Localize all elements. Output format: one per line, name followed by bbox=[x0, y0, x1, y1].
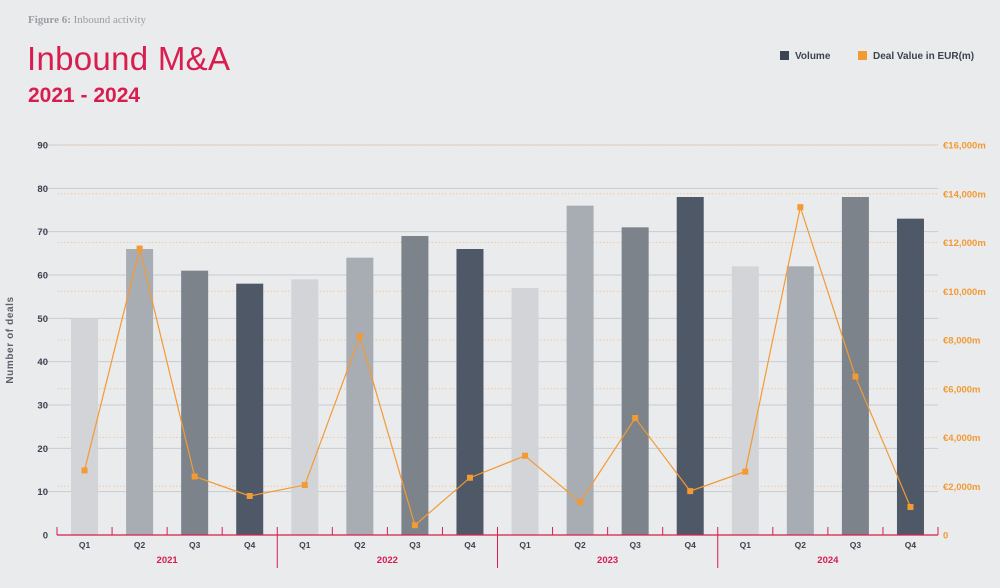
deal-value-marker bbox=[632, 415, 639, 421]
volume-bar bbox=[291, 279, 319, 535]
x-tick-label: Q2 bbox=[354, 540, 366, 550]
deal-value-marker bbox=[852, 373, 859, 380]
chart-title: Inbound M&A bbox=[27, 40, 231, 77]
volume-bar bbox=[181, 270, 209, 535]
y-tick-label: 20 bbox=[37, 444, 48, 455]
year-label: 2024 bbox=[817, 555, 839, 566]
y-tick-label: 90 bbox=[37, 141, 48, 152]
deal-value-marker bbox=[742, 468, 749, 475]
deal-value-marker bbox=[191, 473, 198, 480]
y-tick-label: 40 bbox=[37, 357, 48, 368]
year-label: 2023 bbox=[597, 555, 618, 566]
y-axis-title: Number of deals bbox=[5, 296, 16, 383]
y2-tick-label: €8,000m bbox=[943, 336, 981, 347]
legend-value-swatch bbox=[858, 51, 867, 60]
x-tick-label: Q3 bbox=[850, 540, 862, 550]
y2-tick-label: €16,000m bbox=[943, 141, 986, 152]
volume-bar bbox=[786, 266, 814, 535]
x-tick-label: Q2 bbox=[574, 540, 586, 550]
deal-value-marker bbox=[907, 503, 914, 510]
y2-tick-label: €12,000m bbox=[943, 238, 986, 249]
volume-bar bbox=[621, 227, 649, 536]
y-tick-label: 30 bbox=[37, 401, 48, 412]
y2-tick-label: €6,000m bbox=[943, 384, 981, 395]
deal-value-marker bbox=[246, 493, 253, 499]
y2-tick-label: 0 bbox=[943, 531, 948, 542]
legend-volume-swatch bbox=[780, 51, 789, 60]
x-tick-label: Q4 bbox=[685, 540, 697, 550]
volume-bar bbox=[841, 197, 869, 535]
x-tick-label: Q3 bbox=[189, 540, 201, 550]
deal-value-marker bbox=[687, 488, 694, 495]
deal-value-marker bbox=[136, 245, 143, 252]
volume-bar bbox=[71, 318, 99, 535]
x-tick-label: Q2 bbox=[134, 540, 146, 550]
year-label: 2021 bbox=[157, 555, 179, 566]
year-label: 2022 bbox=[377, 555, 398, 566]
y-tick-label: 10 bbox=[37, 487, 48, 498]
x-tick-label: Q3 bbox=[629, 540, 641, 550]
volume-bar bbox=[456, 249, 484, 535]
deal-value-marker bbox=[466, 474, 473, 481]
deal-value-marker bbox=[522, 452, 529, 459]
deal-value-marker bbox=[577, 499, 584, 506]
volume-bar bbox=[346, 257, 374, 535]
y2-tick-label: €14,000m bbox=[943, 189, 986, 200]
volume-bar bbox=[896, 218, 924, 535]
x-tick-label: Q1 bbox=[740, 540, 752, 550]
y2-tick-label: €10,000m bbox=[943, 287, 986, 298]
volume-bar bbox=[401, 236, 429, 535]
volume-bar bbox=[731, 266, 759, 535]
volume-bar bbox=[566, 205, 594, 535]
x-tick-label: Q1 bbox=[79, 540, 91, 550]
y2-tick-label: €4,000m bbox=[943, 433, 981, 444]
legend-value: Deal Value in EUR(m) bbox=[858, 51, 974, 62]
y-tick-label: 0 bbox=[43, 531, 48, 542]
deal-value-marker bbox=[411, 522, 418, 529]
y-tick-label: 80 bbox=[37, 184, 48, 195]
deal-value-marker bbox=[797, 204, 804, 211]
chart-subtitle: 2021 - 2024 bbox=[28, 84, 141, 107]
figure-caption: Inbound activity bbox=[73, 14, 147, 26]
y-tick-label: 70 bbox=[37, 227, 48, 238]
deal-value-marker bbox=[356, 333, 363, 340]
deal-value-marker bbox=[301, 482, 308, 489]
volume-bar bbox=[676, 197, 704, 535]
x-tick-label: Q4 bbox=[464, 540, 476, 550]
deal-value-marker bbox=[81, 467, 88, 474]
figure-number: Figure 6: bbox=[28, 14, 71, 26]
deal-value-line bbox=[83, 204, 912, 527]
x-tick-label: Q1 bbox=[299, 540, 311, 550]
x-tick-label: Q4 bbox=[905, 540, 917, 550]
x-tick-label: Q2 bbox=[795, 540, 807, 550]
y-tick-label: 60 bbox=[37, 271, 48, 282]
x-tick-label: Q1 bbox=[519, 540, 531, 550]
volume-bar bbox=[511, 288, 539, 535]
y2-tick-label: €2,000m bbox=[943, 482, 981, 493]
figure-label: Figure 6: Inbound activity bbox=[28, 14, 146, 26]
x-tick-label: Q3 bbox=[409, 540, 421, 550]
legend-value-label: Deal Value in EUR(m) bbox=[873, 51, 975, 62]
legend-volume: Volume bbox=[780, 51, 830, 62]
x-tick-label: Q4 bbox=[244, 540, 256, 550]
volume-bar bbox=[126, 249, 154, 535]
y-tick-label: 50 bbox=[37, 314, 48, 325]
legend-volume-label: Volume bbox=[795, 51, 831, 62]
